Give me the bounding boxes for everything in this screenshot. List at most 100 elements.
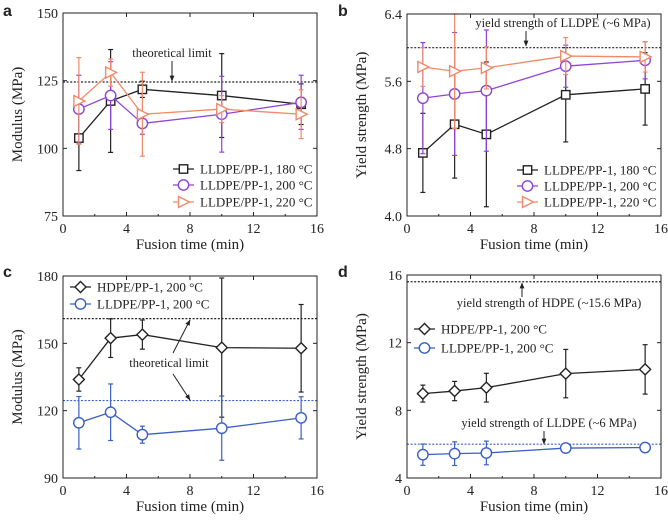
x-tick-label: 0 bbox=[404, 484, 411, 499]
x-axis-label: Fusion time (min) bbox=[136, 499, 244, 515]
series-1 bbox=[416, 440, 652, 467]
y-axis-label: Modulus (MPa) bbox=[10, 329, 26, 424]
y-tick-label: 4.0 bbox=[385, 210, 403, 225]
data-point bbox=[215, 341, 229, 355]
legend-marker bbox=[177, 179, 190, 191]
data-point bbox=[104, 65, 119, 80]
data-point bbox=[560, 89, 571, 100]
data-point bbox=[448, 64, 463, 78]
plot-frame bbox=[406, 274, 662, 479]
x-tick-label: 8 bbox=[187, 484, 194, 499]
x-tick-label: 12 bbox=[591, 484, 605, 499]
data-point bbox=[136, 107, 150, 121]
x-tick-label: 0 bbox=[60, 484, 67, 499]
legend-label: LLDPE/PP-1, 180 °C bbox=[200, 162, 312, 177]
data-point bbox=[448, 384, 462, 398]
y-axis-label: Yield strength (MPa) bbox=[354, 313, 370, 440]
data-point bbox=[72, 372, 86, 386]
legend-label: LLDPE/PP-1, 200 °C bbox=[544, 179, 656, 194]
y-tick-label: 5.6 bbox=[385, 75, 403, 90]
data-point bbox=[416, 92, 429, 105]
y-tick-label: 125 bbox=[37, 75, 58, 90]
plot-frame bbox=[62, 275, 318, 479]
x-tick-label: 4 bbox=[123, 484, 130, 499]
legend-label: LLDPE/PP-1, 220 °C bbox=[544, 195, 656, 210]
y-tick-label: 150 bbox=[37, 337, 58, 352]
data-point bbox=[294, 341, 308, 355]
y-axis-label: Yield strength (MPa) bbox=[354, 52, 370, 179]
legend-marker bbox=[74, 280, 87, 294]
data-point bbox=[216, 102, 230, 116]
x-tick-label: 0 bbox=[60, 222, 67, 237]
series-1 bbox=[72, 383, 308, 461]
data-point bbox=[480, 447, 493, 459]
plot-frame bbox=[62, 12, 318, 217]
legend-marker bbox=[178, 164, 189, 174]
panel-letter: c bbox=[3, 264, 12, 281]
data-point bbox=[104, 406, 117, 419]
legend-label: LLDPE/PP-1, 200 °C bbox=[200, 178, 312, 193]
series-2 bbox=[73, 57, 309, 157]
data-point bbox=[638, 362, 652, 376]
data-point bbox=[559, 442, 572, 454]
legend-label: LLDPE/PP-1, 200 °C bbox=[441, 341, 553, 356]
legend-marker bbox=[521, 180, 534, 192]
x-tick-label: 16 bbox=[310, 222, 324, 237]
data-point bbox=[104, 89, 117, 102]
data-point bbox=[72, 416, 85, 429]
data-point bbox=[104, 331, 118, 345]
data-point bbox=[640, 84, 651, 94]
y-tick-label: 16 bbox=[388, 269, 402, 284]
x-tick-label: 16 bbox=[310, 484, 324, 499]
plot-frame bbox=[406, 13, 662, 217]
panel-letter: b bbox=[338, 3, 348, 20]
data-point bbox=[479, 381, 493, 395]
panel-b: b 0 4 8 12 16 4.0 4.8 5.6 6.4 Fusion time (min) Yie… bbox=[338, 3, 668, 253]
panel-letter: d bbox=[338, 264, 348, 281]
data-point bbox=[135, 328, 149, 342]
data-point bbox=[416, 387, 430, 401]
data-point bbox=[639, 441, 652, 454]
x-axis-label: Fusion time (min) bbox=[480, 237, 588, 253]
series-0 bbox=[73, 48, 307, 172]
y-tick-label: 4.8 bbox=[385, 143, 403, 158]
y-tick-label: 100 bbox=[37, 142, 58, 157]
annotation-text: yield strength of LLDPE (~6 MPa) bbox=[461, 416, 636, 430]
y-tick-label: 90 bbox=[44, 472, 58, 487]
y-tick-label: 180 bbox=[37, 270, 58, 285]
panel-c: c 0 4 8 12 16 90 120 150 180 Fusion time (min) Modu… bbox=[3, 264, 324, 515]
legend-marker bbox=[522, 165, 533, 175]
x-axis-label: Fusion time (min) bbox=[480, 499, 588, 515]
annotation-arrow bbox=[172, 319, 191, 354]
legend-label: LLDPE/PP-1, 220 °C bbox=[200, 195, 312, 210]
annotation-arrow bbox=[172, 373, 191, 401]
data-point bbox=[639, 50, 653, 64]
x-tick-label: 16 bbox=[654, 222, 668, 237]
x-tick-label: 12 bbox=[591, 222, 605, 237]
x-tick-label: 16 bbox=[654, 484, 668, 499]
legend-marker bbox=[418, 342, 431, 354]
data-point bbox=[295, 107, 309, 121]
data-point bbox=[559, 367, 573, 381]
series-0 bbox=[72, 277, 308, 418]
annotation-text: theoretical limit bbox=[129, 356, 209, 370]
data-point bbox=[295, 411, 308, 424]
data-point bbox=[73, 94, 87, 108]
y-tick-label: 6.4 bbox=[385, 8, 403, 23]
y-tick-label: 120 bbox=[37, 405, 58, 420]
x-tick-label: 4 bbox=[467, 222, 474, 237]
x-tick-label: 8 bbox=[531, 222, 538, 237]
x-tick-label: 8 bbox=[187, 222, 194, 237]
legend-marker bbox=[418, 322, 431, 336]
y-tick-label: 75 bbox=[44, 210, 58, 225]
legend-marker bbox=[521, 195, 536, 209]
legend-label: HDPE/PP-1, 200 °C bbox=[97, 280, 203, 295]
annotation-text: yield strength of LLDPE (~6 MPa) bbox=[475, 16, 650, 30]
x-tick-label: 12 bbox=[247, 484, 261, 499]
y-tick-label: 12 bbox=[388, 337, 402, 352]
y-tick-label: 150 bbox=[37, 7, 58, 22]
data-point bbox=[416, 448, 429, 461]
data-point bbox=[136, 428, 149, 441]
